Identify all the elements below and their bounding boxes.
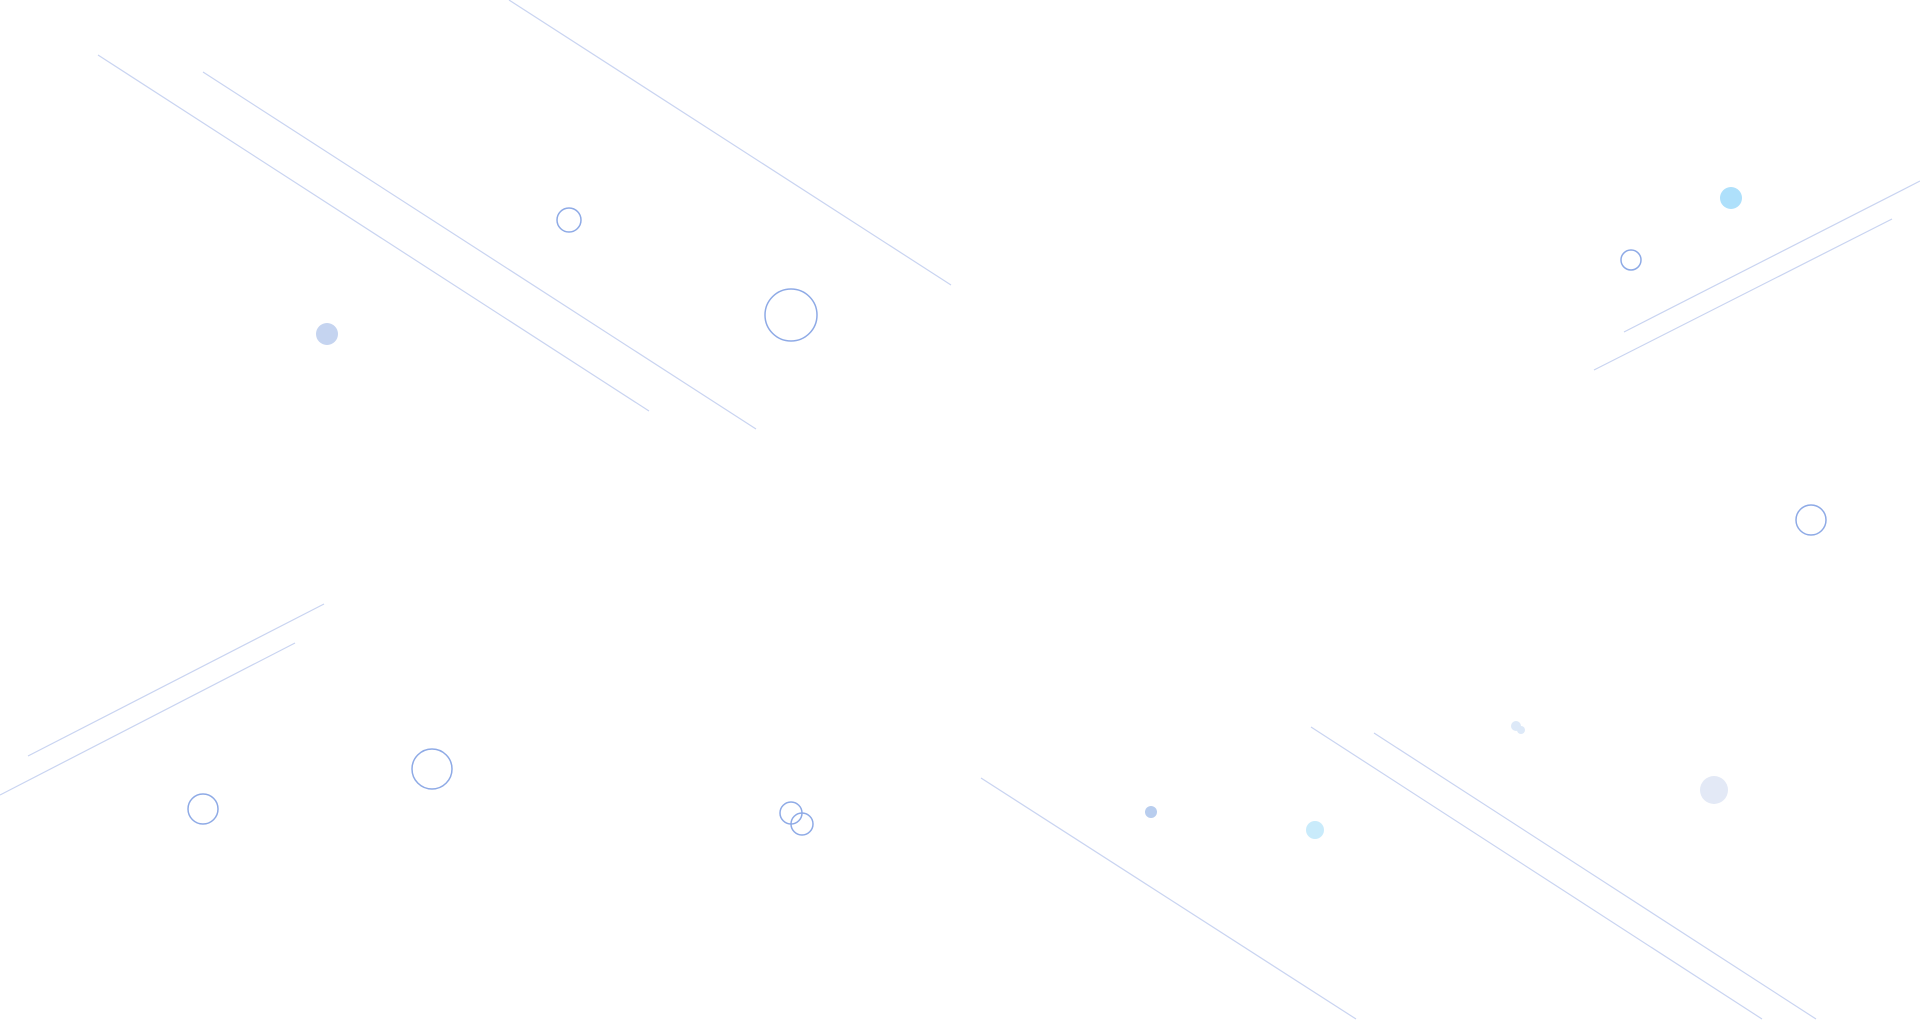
decorative-dot [1145,806,1157,818]
decorative-line [1373,732,1817,1020]
decorative-dot [1306,821,1324,839]
decorative-dot [1720,187,1742,209]
decorative-dot [1700,776,1728,804]
decorative-dot [1517,726,1525,734]
decorative-ring [1795,504,1827,536]
decorative-ring [187,793,219,825]
decorative-ring [764,288,818,342]
decorative-ring [1620,249,1642,271]
decorative-ring [790,812,814,836]
decorative-dot [316,323,338,345]
decorative-line [508,0,952,286]
decorative-line [1623,180,1920,333]
decorative-ring [556,207,582,233]
decorative-line [1310,726,1763,1020]
decorative-line [27,603,325,757]
decorative-ring [411,748,453,790]
decorative-line [97,54,650,412]
decorative-line [0,642,296,796]
decorative-line [980,777,1357,1020]
decorative-line [202,71,757,430]
decorative-line [1593,218,1893,371]
